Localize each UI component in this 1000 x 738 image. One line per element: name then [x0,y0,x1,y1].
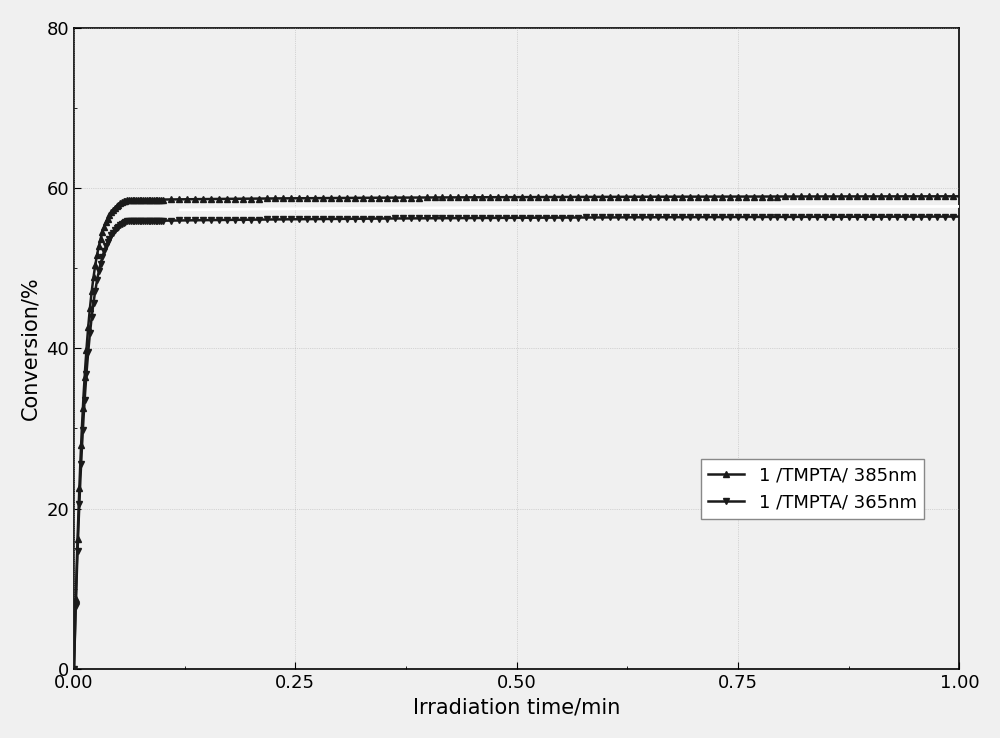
1 /TMPTA/ 385nm [68,664,80,673]
1 /TMPTA/ 365nm [953,212,965,221]
1 /TMPTA/ 385nm [537,193,549,201]
1 /TMPTA/ 385nm [362,193,374,202]
X-axis label: Irradiation time/min: Irradiation time/min [413,697,620,717]
1 /TMPTA/ 365nm [362,214,374,223]
Y-axis label: Conversion/%: Conversion/% [21,277,41,420]
1 /TMPTA/ 365nm [681,213,693,221]
1 /TMPTA/ 385nm [341,193,353,202]
1 /TMPTA/ 365nm [341,214,353,223]
1 /TMPTA/ 365nm [132,216,144,225]
1 /TMPTA/ 385nm [953,192,965,201]
Legend: 1 /TMPTA/ 385nm, 1 /TMPTA/ 365nm: 1 /TMPTA/ 385nm, 1 /TMPTA/ 365nm [701,459,924,519]
1 /TMPTA/ 385nm [681,192,693,201]
1 /TMPTA/ 365nm [537,213,549,222]
1 /TMPTA/ 385nm [132,196,144,204]
Line: 1 /TMPTA/ 365nm: 1 /TMPTA/ 365nm [71,213,962,672]
1 /TMPTA/ 365nm [345,214,357,223]
Line: 1 /TMPTA/ 385nm: 1 /TMPTA/ 385nm [71,193,962,672]
1 /TMPTA/ 385nm [345,193,357,202]
1 /TMPTA/ 365nm [68,664,80,673]
